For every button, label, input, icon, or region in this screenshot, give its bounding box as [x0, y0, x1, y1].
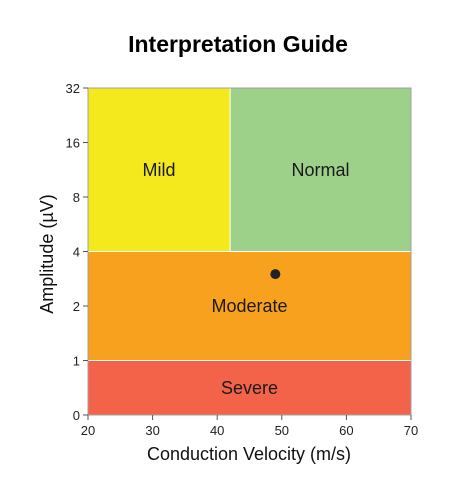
zones-layer	[88, 88, 411, 415]
y-tick-label: 8	[73, 190, 80, 205]
y-tick-label: 4	[73, 245, 80, 260]
zone-mild	[88, 88, 231, 252]
x-tick-label: 30	[145, 423, 159, 438]
zone-label-mild: Mild	[143, 160, 176, 180]
zone-label-moderate: Moderate	[211, 296, 287, 316]
y-axis: 0 1 2 4 8 16 32	[66, 81, 88, 423]
y-tick-label: 16	[66, 136, 80, 151]
x-tick-label: 20	[81, 423, 95, 438]
x-axis-label: Conduction Velocity (m/s)	[147, 444, 351, 464]
x-tick-label: 40	[210, 423, 224, 438]
x-tick-label: 50	[275, 423, 289, 438]
zone-moderate	[88, 251, 411, 361]
y-tick-label: 2	[73, 299, 80, 314]
zone-normal	[230, 88, 411, 252]
zone-severe	[88, 360, 411, 415]
x-tick-label: 70	[404, 423, 418, 438]
y-tick-label: 1	[73, 354, 80, 369]
zone-label-severe: Severe	[221, 378, 278, 398]
zone-labels-layer: Severe Moderate Mild Normal	[143, 160, 350, 398]
chart-title: Interpretation Guide	[128, 31, 348, 57]
x-axis: 20 30 40 50 60 70	[81, 415, 418, 438]
x-tick-label: 60	[339, 423, 353, 438]
y-tick-label: 32	[66, 81, 80, 96]
points-layer	[270, 269, 281, 280]
zone-label-normal: Normal	[292, 160, 350, 180]
y-axis-label: Amplitude (µV)	[37, 194, 57, 313]
y-tick-label: 0	[73, 408, 80, 423]
data-point	[270, 269, 281, 280]
